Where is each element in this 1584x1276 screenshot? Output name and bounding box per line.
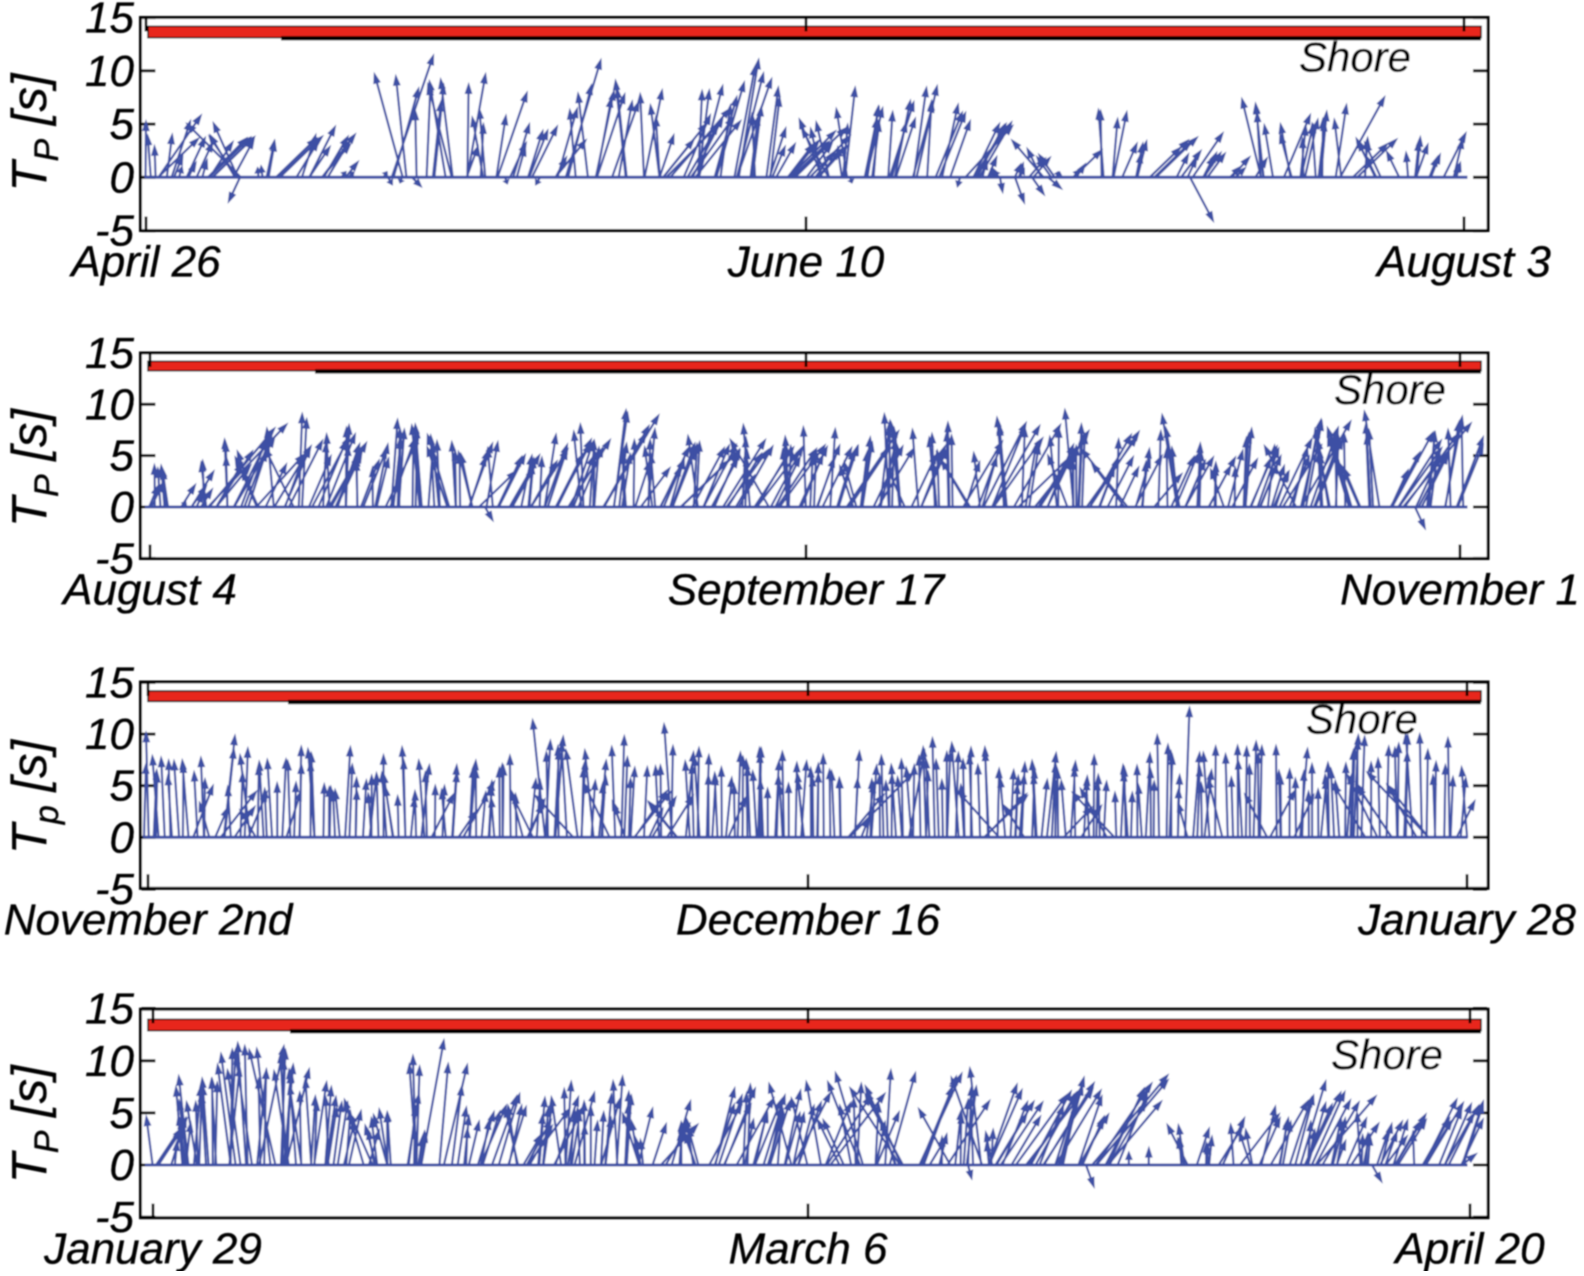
svg-text:5: 5 [110,432,135,481]
svg-text:10: 10 [85,47,134,96]
svg-text:December 16: December 16 [676,895,941,944]
svg-text:0: 0 [110,153,135,202]
svg-text:Shore: Shore [1299,34,1411,81]
svg-text:Tp [s]: Tp [s] [3,739,66,855]
svg-text:-5: -5 [95,207,135,256]
svg-text:June 10: June 10 [727,238,885,287]
svg-text:TP [s]: TP [s] [3,1064,66,1183]
svg-text:September 17: September 17 [668,566,946,615]
svg-text:5: 5 [110,1089,135,1138]
svg-text:15: 15 [85,985,134,1034]
svg-text:-5: -5 [95,1193,135,1242]
svg-text:TP [s]: TP [s] [3,72,66,191]
svg-text:15: 15 [85,0,134,43]
svg-text:5: 5 [110,100,135,149]
svg-text:April 26: April 26 [68,238,221,287]
svg-text:Shore: Shore [1334,366,1446,413]
svg-text:-5: -5 [95,534,135,583]
svg-text:5: 5 [110,762,135,811]
svg-text:0: 0 [110,483,135,532]
svg-text:November 1: November 1 [1340,566,1580,615]
svg-text:15: 15 [85,329,134,378]
svg-text:January 29: January 29 [43,1225,262,1271]
svg-text:0: 0 [110,813,135,862]
svg-text:April 20: April 20 [1392,1225,1545,1271]
svg-text:Shore: Shore [1331,1031,1443,1078]
svg-text:March 6: March 6 [729,1225,888,1271]
svg-text:15: 15 [85,659,134,708]
svg-text:0: 0 [110,1141,135,1190]
svg-text:TP [s]: TP [s] [3,408,66,527]
svg-text:November 2nd: November 2nd [4,895,294,944]
svg-text:10: 10 [85,710,134,759]
svg-text:August 4: August 4 [60,566,237,615]
svg-text:Shore: Shore [1306,696,1418,743]
svg-text:-5: -5 [95,865,135,914]
svg-text:August 3: August 3 [1374,238,1551,287]
svg-text:10: 10 [85,380,134,429]
svg-text:January 28: January 28 [1357,895,1576,944]
svg-text:10: 10 [85,1037,134,1086]
